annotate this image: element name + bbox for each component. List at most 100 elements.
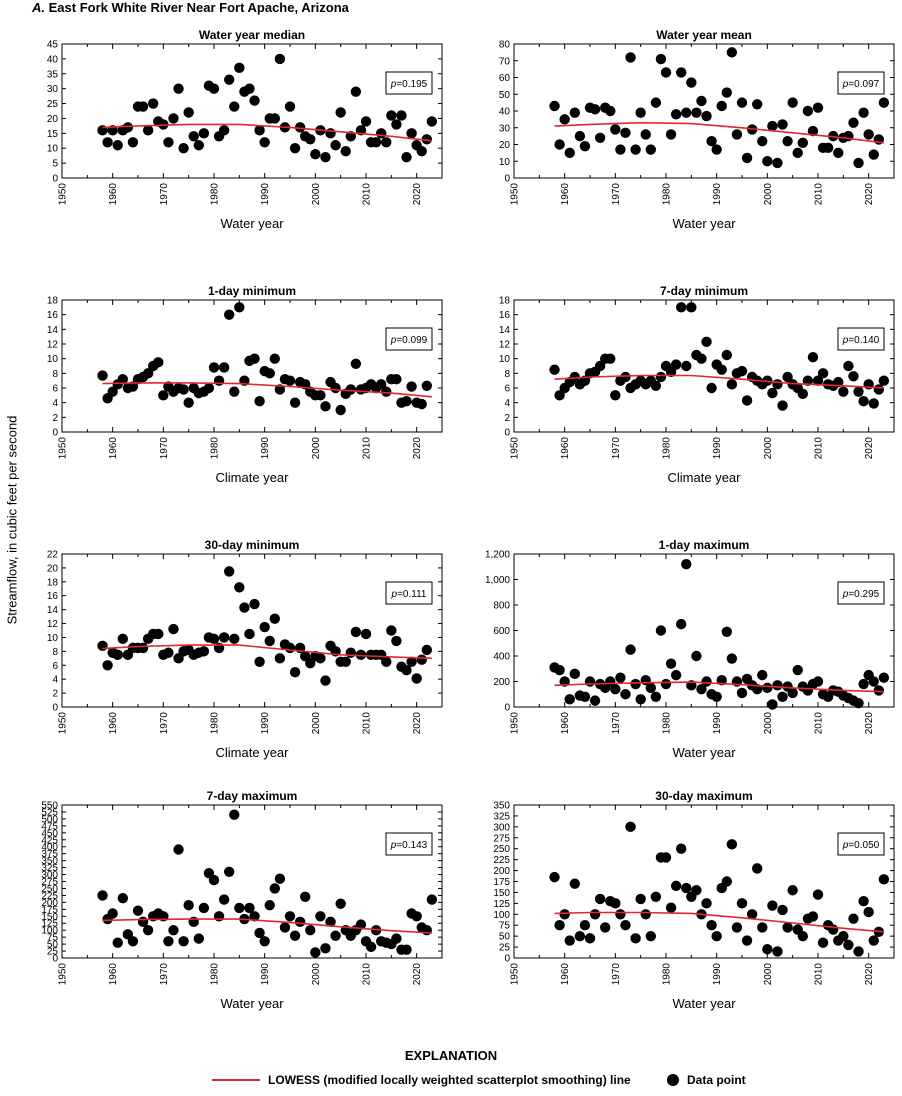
data-point — [264, 368, 275, 379]
data-point — [817, 937, 829, 948]
data-point — [752, 99, 763, 110]
data-point — [370, 137, 382, 148]
data-point — [421, 134, 432, 145]
x-tick-label: 1970 — [159, 963, 170, 986]
y-tick-label: 14 — [47, 325, 59, 336]
data-point — [284, 911, 296, 922]
x-tick-label: 1990 — [712, 437, 723, 460]
data-point — [873, 685, 884, 696]
data-point — [213, 642, 225, 654]
data-point — [148, 98, 159, 109]
pvalue-label: p=0.050 — [842, 840, 880, 851]
data-point — [249, 911, 260, 922]
y-tick-label: 2 — [504, 413, 510, 424]
pvalue-symbol: p — [391, 589, 398, 600]
data-point — [696, 95, 707, 107]
data-point — [589, 104, 601, 115]
y-tick-label: 350 — [41, 856, 58, 867]
plot-frame — [61, 299, 443, 433]
data-point — [381, 137, 392, 148]
data-point — [325, 128, 336, 139]
chart-panel-2: Water year mean 0 10 20 30 40 50 60 70 80 1950 1960… — [499, 28, 895, 231]
data-point — [767, 120, 778, 132]
data-point — [610, 898, 621, 909]
data-point — [594, 893, 606, 905]
x-axis-label: Climate year — [216, 470, 290, 485]
data-point — [817, 368, 829, 379]
data-point — [772, 157, 783, 169]
data-point — [574, 130, 586, 142]
x-tick-label: 2010 — [814, 712, 825, 735]
y-tick-label: 4 — [504, 398, 510, 409]
data-point — [828, 924, 839, 935]
data-point — [600, 922, 611, 933]
data-point — [300, 891, 311, 902]
data-point — [421, 924, 432, 936]
data-point — [620, 371, 631, 383]
pvalue-symbol: p — [390, 840, 397, 851]
data-point — [391, 933, 402, 944]
y-tick-label: 225 — [493, 855, 510, 866]
data-point — [376, 379, 387, 390]
data-point — [863, 906, 874, 918]
y-tick-label: 0 — [504, 428, 510, 439]
data-point — [782, 922, 793, 933]
y-tick-label: 16 — [47, 310, 59, 321]
y-tick-label: 12 — [499, 340, 511, 351]
y-tick-label: 400 — [41, 842, 58, 853]
pvalue-box — [385, 327, 433, 351]
data-point — [792, 147, 803, 159]
data-point — [807, 125, 819, 137]
data-point — [660, 678, 672, 690]
y-tick-label: 10 — [47, 354, 59, 365]
y-tick-label: 325 — [41, 863, 58, 874]
data-point — [549, 364, 560, 375]
data-point — [726, 379, 738, 390]
pvalue-value: =0.140 — [848, 335, 879, 346]
data-point — [112, 649, 123, 661]
y-tick-label: 45 — [47, 40, 59, 51]
data-point — [853, 386, 864, 397]
data-point — [670, 359, 682, 370]
legend-point-label: Data point — [687, 1073, 746, 1087]
data-point — [625, 821, 636, 833]
data-point — [284, 642, 296, 654]
x-tick-label: 2020 — [864, 183, 875, 206]
x-tick-label: 2010 — [362, 963, 373, 986]
data-point — [802, 375, 814, 386]
x-tick-label: 2000 — [763, 437, 774, 460]
y-tick-label: 2 — [52, 689, 58, 700]
y-tick-label: 0 — [52, 703, 58, 714]
data-point — [107, 386, 118, 397]
data-point — [757, 669, 768, 681]
data-point — [838, 930, 849, 942]
data-point — [208, 362, 220, 373]
data-point — [630, 678, 641, 690]
pvalue-symbol: p — [842, 79, 849, 90]
data-point — [401, 396, 412, 407]
data-point — [554, 920, 565, 931]
data-point — [767, 699, 778, 710]
data-point — [112, 140, 123, 151]
data-point — [645, 930, 656, 942]
pvalue-box — [385, 832, 433, 856]
pvalue-label: p=0.111 — [391, 589, 427, 600]
x-tick-label: 1960 — [560, 437, 571, 460]
data-point — [681, 107, 692, 118]
data-point — [620, 127, 631, 138]
data-point — [97, 640, 108, 651]
y-tick-label: 125 — [493, 899, 510, 910]
data-point — [858, 678, 869, 690]
pvalue-box — [385, 71, 433, 95]
x-tick-label: 1950 — [510, 963, 521, 986]
data-point — [782, 371, 793, 383]
data-point — [188, 131, 199, 142]
data-point — [807, 352, 819, 363]
data-point — [218, 894, 230, 905]
chart-panel-3: 1-day minimum 0 2 4 6 8 10 12 14 16 18 1950 1960 1970… — [47, 284, 443, 485]
data-point — [797, 388, 808, 400]
data-point — [426, 894, 438, 905]
x-tick-label: 1960 — [560, 963, 571, 986]
data-point — [294, 122, 306, 133]
data-point — [736, 365, 748, 377]
